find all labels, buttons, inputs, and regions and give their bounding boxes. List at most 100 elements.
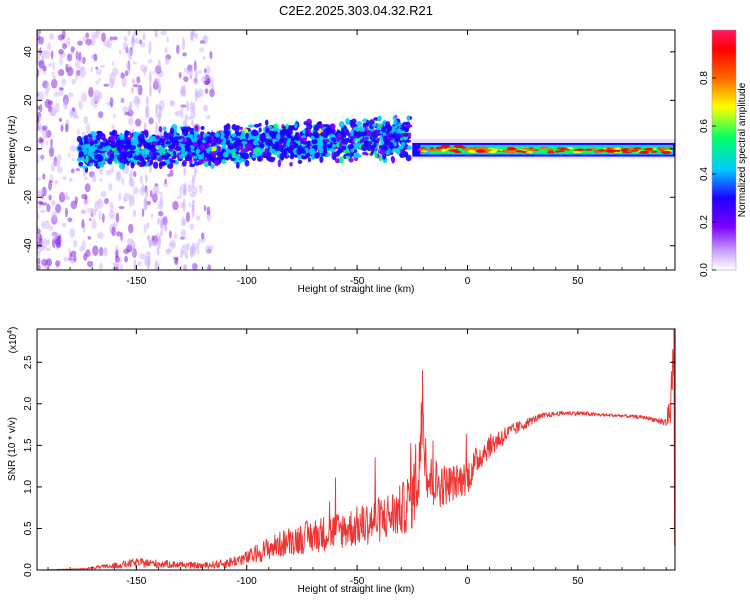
spectrogram-cell bbox=[558, 149, 565, 153]
spectrogram-cell bbox=[98, 210, 102, 221]
spectrogram-cell bbox=[174, 232, 178, 240]
spectrogram-cell bbox=[306, 122, 313, 131]
spectrogram-cell bbox=[193, 161, 200, 166]
spectrogram-cell bbox=[200, 125, 205, 131]
spectrogram-cell bbox=[144, 174, 148, 184]
spectrogram-cell bbox=[195, 142, 201, 148]
spectrogram-cell bbox=[183, 76, 189, 83]
spectrogram-cell bbox=[206, 135, 210, 142]
spectrogram-cell bbox=[77, 146, 82, 151]
spectrogram-cell bbox=[405, 124, 413, 128]
spectrogram-cell bbox=[305, 140, 312, 147]
spectrogram-cell bbox=[38, 60, 45, 69]
spectrogram-cell bbox=[179, 153, 185, 159]
spectrogram-cell bbox=[112, 113, 117, 119]
spectrogram-cell bbox=[124, 70, 129, 77]
spectrogram-cell bbox=[51, 231, 58, 241]
spectrogram-cell bbox=[85, 38, 92, 46]
spectrogram-cell bbox=[319, 123, 325, 128]
spectrogram-cell bbox=[309, 148, 316, 156]
spectrogram-cell bbox=[144, 148, 149, 157]
spectrogram-cell bbox=[147, 234, 151, 242]
spectrogram-cell bbox=[115, 231, 122, 237]
spectrogram-cell bbox=[379, 148, 386, 156]
spectrogram-cell bbox=[205, 245, 211, 254]
spectrogram-cell bbox=[206, 65, 211, 75]
spectrogram-cell bbox=[175, 257, 179, 262]
spectrogram-cell bbox=[404, 139, 412, 143]
spectrogram-cell bbox=[175, 110, 182, 117]
spectrogram-cell bbox=[71, 78, 77, 85]
spectrogram-cell bbox=[157, 112, 161, 124]
spectrogram-cell bbox=[119, 132, 124, 141]
spectrogram-cell bbox=[95, 80, 99, 85]
spectrogram-cell bbox=[95, 68, 102, 76]
spectrogram-cell bbox=[77, 40, 83, 46]
spectrogram-cell bbox=[53, 91, 60, 97]
spectrogram-cell bbox=[128, 104, 132, 114]
spectrogram-cell bbox=[101, 32, 106, 43]
spectrogram-cell bbox=[67, 152, 71, 159]
spectrogram-cell bbox=[339, 156, 344, 164]
spectrogram-cell bbox=[406, 115, 411, 121]
spectrogram-cell bbox=[387, 133, 395, 138]
spectrogram-cell bbox=[436, 148, 442, 152]
spectrogram-cell bbox=[215, 132, 220, 138]
spectrogram-cell bbox=[182, 37, 186, 51]
spectrogram-cell bbox=[223, 127, 228, 134]
spectrogram-x-axis-title: Height of straight line (km) bbox=[298, 284, 415, 295]
spectrogram-cell bbox=[184, 253, 188, 260]
spectrogram-cell bbox=[37, 211, 40, 222]
colorbar-tick-label: 0.6 bbox=[699, 119, 710, 133]
spectrogram-cell bbox=[92, 245, 99, 256]
spectrogram-cell bbox=[109, 72, 116, 84]
spectrogram-cell bbox=[148, 117, 154, 125]
spectrogram-cell bbox=[240, 130, 246, 138]
spectrogram-cell bbox=[136, 104, 140, 110]
spectrogram-cell bbox=[133, 155, 140, 161]
spectrogram-cell bbox=[129, 169, 133, 181]
spectrogram-cell bbox=[196, 249, 200, 254]
spectrogram-cell bbox=[216, 137, 222, 145]
spectrogram-cell bbox=[37, 30, 40, 38]
spectrogram-cell bbox=[202, 104, 209, 112]
spectrogram-cell bbox=[183, 218, 187, 226]
spectrogram-cell bbox=[277, 159, 282, 168]
spectrogram-y-ticks: -40 -20 0 20 40 bbox=[23, 46, 675, 253]
spectrogram-cell bbox=[296, 148, 303, 155]
spectrogram-cell bbox=[78, 100, 83, 110]
spectrogram-cell bbox=[94, 163, 99, 167]
spectrogram-cell bbox=[51, 211, 57, 222]
spectrogram-cell bbox=[44, 99, 51, 109]
spectrogram-cell bbox=[131, 178, 135, 188]
spectrogram-cell bbox=[49, 174, 54, 181]
spectrogram-cell bbox=[85, 32, 90, 39]
spectrogram-cell bbox=[225, 139, 231, 145]
spectrogram-cell bbox=[87, 150, 94, 157]
spectrogram-cell bbox=[83, 200, 89, 205]
spectrogram-cell bbox=[420, 150, 428, 153]
spectrogram-cell bbox=[93, 89, 100, 101]
figure-title: C2E2.2025.303.04.32.R21 bbox=[279, 3, 433, 18]
spectrogram-cell bbox=[52, 75, 57, 79]
spectrogram-cell bbox=[216, 151, 222, 157]
spectrogram-cell bbox=[155, 135, 160, 140]
spectrogram-cell bbox=[123, 196, 127, 203]
spectrogram-cell bbox=[347, 143, 354, 150]
spectrogram-cell bbox=[191, 141, 198, 147]
spectrogram-cell bbox=[134, 95, 140, 104]
spectrogram-cell bbox=[40, 220, 45, 229]
spectrogram-cell bbox=[46, 42, 52, 50]
spectrogram-cell bbox=[199, 159, 205, 164]
spectrogram-cell bbox=[555, 150, 560, 153]
spectrogram-cell bbox=[109, 96, 114, 108]
spectrogram-cell bbox=[393, 119, 398, 126]
spectrogram-cell bbox=[253, 123, 260, 128]
spectrogram-cell bbox=[189, 68, 193, 79]
spectrogram-cell bbox=[366, 143, 372, 152]
spectrogram-cell bbox=[272, 126, 278, 132]
spectrogram-cell bbox=[661, 150, 672, 155]
spectrogram-cell bbox=[40, 209, 47, 214]
spectrogram-cell bbox=[37, 177, 42, 181]
spectrogram-cell bbox=[54, 179, 59, 185]
